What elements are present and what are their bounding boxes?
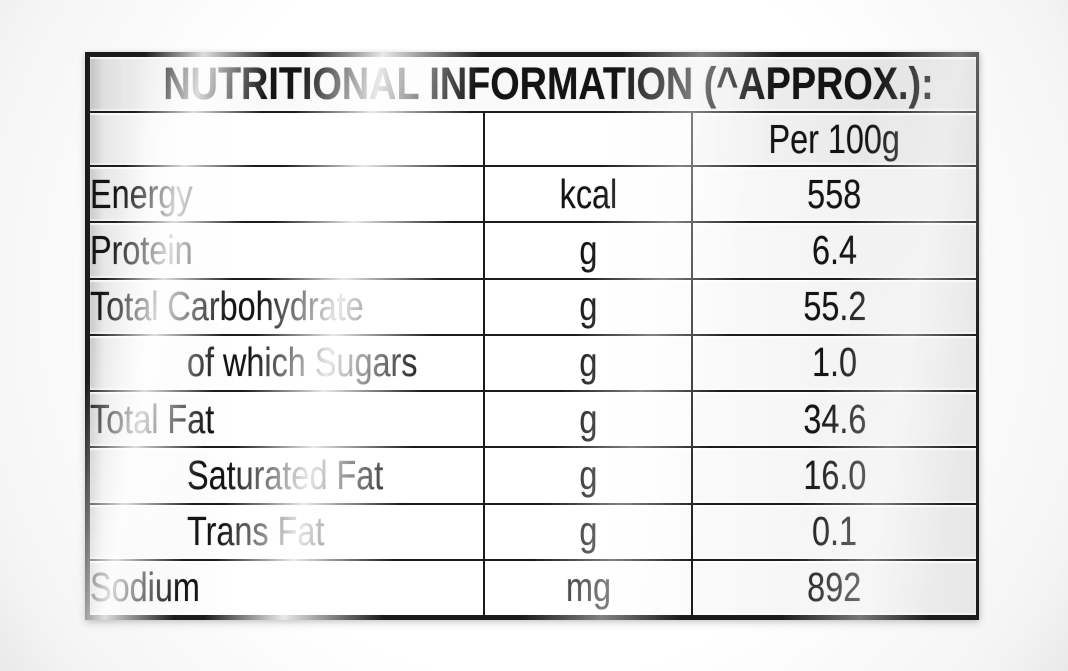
unit-label: g [578,226,598,273]
nutrient-label: Saturated Fat [187,451,384,498]
unit-cell: g [483,502,693,561]
unit-cell: g [483,277,693,336]
amount-cell: 16.0 [690,446,979,505]
nutrient-label: Total Fat [90,395,215,442]
nutrient-label: Sodium [90,564,200,611]
table-row: Total Fat g 34.6 [88,389,979,449]
table-row: Total Carbohydrate g 55.2 [88,277,979,336]
unit-cell: kcal [483,164,693,224]
amount-cell: 558 [690,164,979,224]
unit-cell: g [483,333,693,393]
nutrition-table: NUTRITIONAL INFORMATION (^APPROX.): Per … [87,55,979,618]
nutrient-cell: of which Sugars [88,333,485,393]
nutrient-cell: Trans Fat [88,502,485,561]
header-per-100g-label: Per 100g [768,115,901,162]
unit-label: g [578,395,598,442]
amount-value: 55.2 [802,283,867,330]
amount-value: 558 [807,170,862,217]
header-nutrient-cell [88,111,485,167]
nutrient-cell: Protein [88,221,485,280]
unit-label: kcal [559,170,617,217]
nutrient-label: Total Carbohydrate [90,283,364,330]
table-row: Trans Fat g 0.1 [88,502,979,561]
table-title-row: NUTRITIONAL INFORMATION (^APPROX.): [87,55,979,113]
amount-value: 16.0 [802,451,867,498]
amount-value: 0.1 [812,508,858,555]
unit-label: g [578,339,598,386]
table-row: of which Sugars g 1.0 [88,333,979,393]
amount-cell: 55.2 [690,277,979,336]
nutrient-label: Energy [90,170,193,217]
unit-label: g [578,451,598,498]
amount-cell: 0.1 [690,502,979,561]
unit-label: g [578,508,598,555]
nutrient-label: of which Sugars [187,339,418,386]
nutrient-label: Protein [90,226,193,273]
table-row: Sodium mg 892 [88,558,979,618]
unit-label: mg [565,564,611,611]
amount-value: 6.4 [812,226,858,273]
header-per-100g-cell: Per 100g [690,111,979,167]
table-title: NUTRITIONAL INFORMATION (^APPROX.): [163,58,934,109]
table-row: Protein g 6.4 [88,221,979,280]
nutrient-cell: Total Fat [88,389,485,449]
unit-cell: mg [483,558,693,618]
table-row: Saturated Fat g 16.0 [88,446,979,505]
amount-value: 34.6 [802,395,867,442]
amount-cell: 892 [690,558,979,618]
nutrient-label: Trans Fat [187,508,325,555]
unit-label: g [578,283,598,330]
table-title-cell: NUTRITIONAL INFORMATION (^APPROX.): [87,55,979,113]
table-header-row: Per 100g [88,111,979,167]
nutrient-cell: Energy [88,164,485,224]
nutrient-cell: Sodium [88,558,485,618]
unit-cell: g [483,221,693,280]
header-unit-cell [483,111,693,167]
table-row: Energy kcal 558 [88,164,979,224]
unit-cell: g [483,389,693,449]
amount-cell: 34.6 [690,389,979,449]
unit-cell: g [483,446,693,505]
nutrient-cell: Total Carbohydrate [88,277,485,336]
amount-value: 892 [807,564,862,611]
amount-cell: 1.0 [690,333,979,393]
nutrition-table-container: NUTRITIONAL INFORMATION (^APPROX.): Per … [85,52,979,620]
amount-value: 1.0 [812,339,858,386]
amount-cell: 6.4 [690,221,979,280]
nutrient-cell: Saturated Fat [88,446,485,505]
